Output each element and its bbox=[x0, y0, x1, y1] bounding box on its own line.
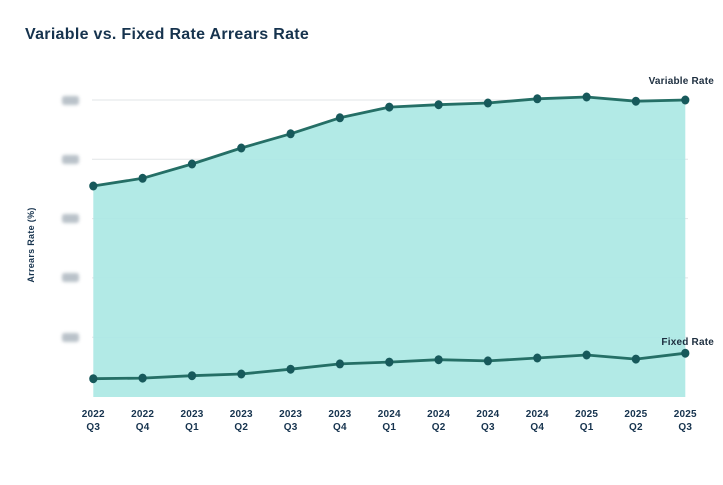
fixed-rate-point bbox=[631, 354, 641, 364]
x-tick-label: 2024 Q2 bbox=[415, 408, 463, 434]
variable-rate-point bbox=[138, 173, 147, 183]
variable-rate-point bbox=[385, 102, 394, 112]
x-tick-quarter: Q4 bbox=[530, 422, 545, 433]
x-tick-label: 2022 Q3 bbox=[69, 408, 117, 434]
x-tick-quarter: Q3 bbox=[481, 422, 495, 433]
series-label-variable-rate: Variable Rate bbox=[648, 76, 714, 87]
fixed-rate-point bbox=[385, 357, 394, 367]
fixed-rate-point bbox=[434, 355, 443, 365]
variable-rate-point bbox=[631, 96, 641, 106]
variable-rate-point bbox=[483, 98, 492, 108]
variable-rate-point bbox=[187, 159, 197, 169]
variable-rate-point bbox=[582, 92, 591, 102]
x-tick-quarter: Q4 bbox=[333, 422, 347, 433]
x-tick-label: 2022 Q4 bbox=[119, 408, 167, 434]
x-tick-year: 2024 bbox=[427, 409, 451, 420]
variable-rate-point bbox=[89, 181, 98, 191]
fixed-rate-point bbox=[187, 371, 197, 381]
fixed-rate-point bbox=[681, 348, 690, 358]
x-tick-quarter: Q1 bbox=[579, 422, 594, 433]
x-tick-year: 2023 bbox=[328, 409, 352, 420]
x-tick-label: 2024 Q3 bbox=[464, 408, 512, 434]
x-tick-quarter: Q2 bbox=[629, 422, 643, 433]
x-tick-label: 2023 Q1 bbox=[168, 408, 216, 434]
y-tick-label-redacted bbox=[62, 95, 79, 105]
variable-rate-point bbox=[533, 94, 542, 104]
fixed-rate-point bbox=[335, 359, 344, 369]
y-tick-label-redacted bbox=[62, 214, 79, 224]
series-label-fixed-rate: Fixed Rate bbox=[661, 337, 714, 348]
fixed-rate-point bbox=[237, 369, 246, 379]
variable-rate-point bbox=[286, 129, 295, 139]
variable-rate-point bbox=[335, 113, 344, 123]
fixed-rate-point bbox=[138, 373, 147, 383]
x-tick-year: 2022 bbox=[81, 409, 105, 420]
fixed-rate-point bbox=[89, 374, 98, 384]
variable-rate-point bbox=[434, 100, 443, 110]
x-tick-quarter: Q2 bbox=[234, 422, 249, 433]
x-tick-quarter: Q3 bbox=[678, 422, 693, 433]
y-tick-label-redacted bbox=[62, 332, 79, 342]
x-tick-year: 2025 bbox=[575, 409, 599, 420]
variable-area-fill bbox=[93, 97, 686, 397]
x-tick-quarter: Q1 bbox=[382, 422, 397, 433]
x-tick-label: 2023 Q3 bbox=[267, 408, 315, 434]
x-tick-label: 2023 Q4 bbox=[316, 408, 364, 434]
x-tick-label: 2024 Q1 bbox=[365, 408, 413, 434]
x-tick-quarter: Q2 bbox=[431, 422, 446, 433]
x-tick-year: 2024 bbox=[377, 409, 401, 420]
x-tick-quarter: Q1 bbox=[185, 422, 199, 433]
y-tick-label-redacted bbox=[62, 273, 79, 283]
x-tick-year: 2024 bbox=[476, 409, 500, 420]
fixed-rate-point bbox=[533, 353, 542, 363]
x-tick-label: 2024 Q4 bbox=[513, 408, 561, 434]
x-tick-quarter: Q4 bbox=[135, 422, 150, 433]
x-tick-label: 2025 Q3 bbox=[661, 408, 709, 434]
chart-title: Variable vs. Fixed Rate Arrears Rate bbox=[25, 26, 310, 43]
x-tick-year: 2025 bbox=[624, 409, 648, 420]
x-tick-year: 2023 bbox=[229, 409, 253, 420]
variable-rate-point bbox=[237, 143, 246, 153]
fixed-rate-point bbox=[582, 350, 591, 360]
x-tick-year: 2024 bbox=[525, 409, 549, 420]
x-tick-year: 2025 bbox=[673, 409, 697, 420]
x-tick-label: 2023 Q2 bbox=[217, 408, 265, 434]
x-tick-year: 2023 bbox=[180, 409, 204, 420]
variable-rate-point bbox=[681, 95, 690, 105]
fixed-rate-point bbox=[286, 364, 295, 374]
x-tick-year: 2023 bbox=[279, 409, 303, 420]
y-tick-label-redacted bbox=[62, 154, 79, 164]
x-tick-year: 2022 bbox=[131, 409, 155, 420]
x-tick-label: 2025 Q2 bbox=[612, 408, 660, 434]
x-tick-label: 2025 Q1 bbox=[563, 408, 611, 434]
fixed-rate-point bbox=[483, 356, 492, 366]
x-tick-quarter: Q3 bbox=[86, 422, 101, 433]
x-tick-quarter: Q3 bbox=[283, 422, 298, 433]
